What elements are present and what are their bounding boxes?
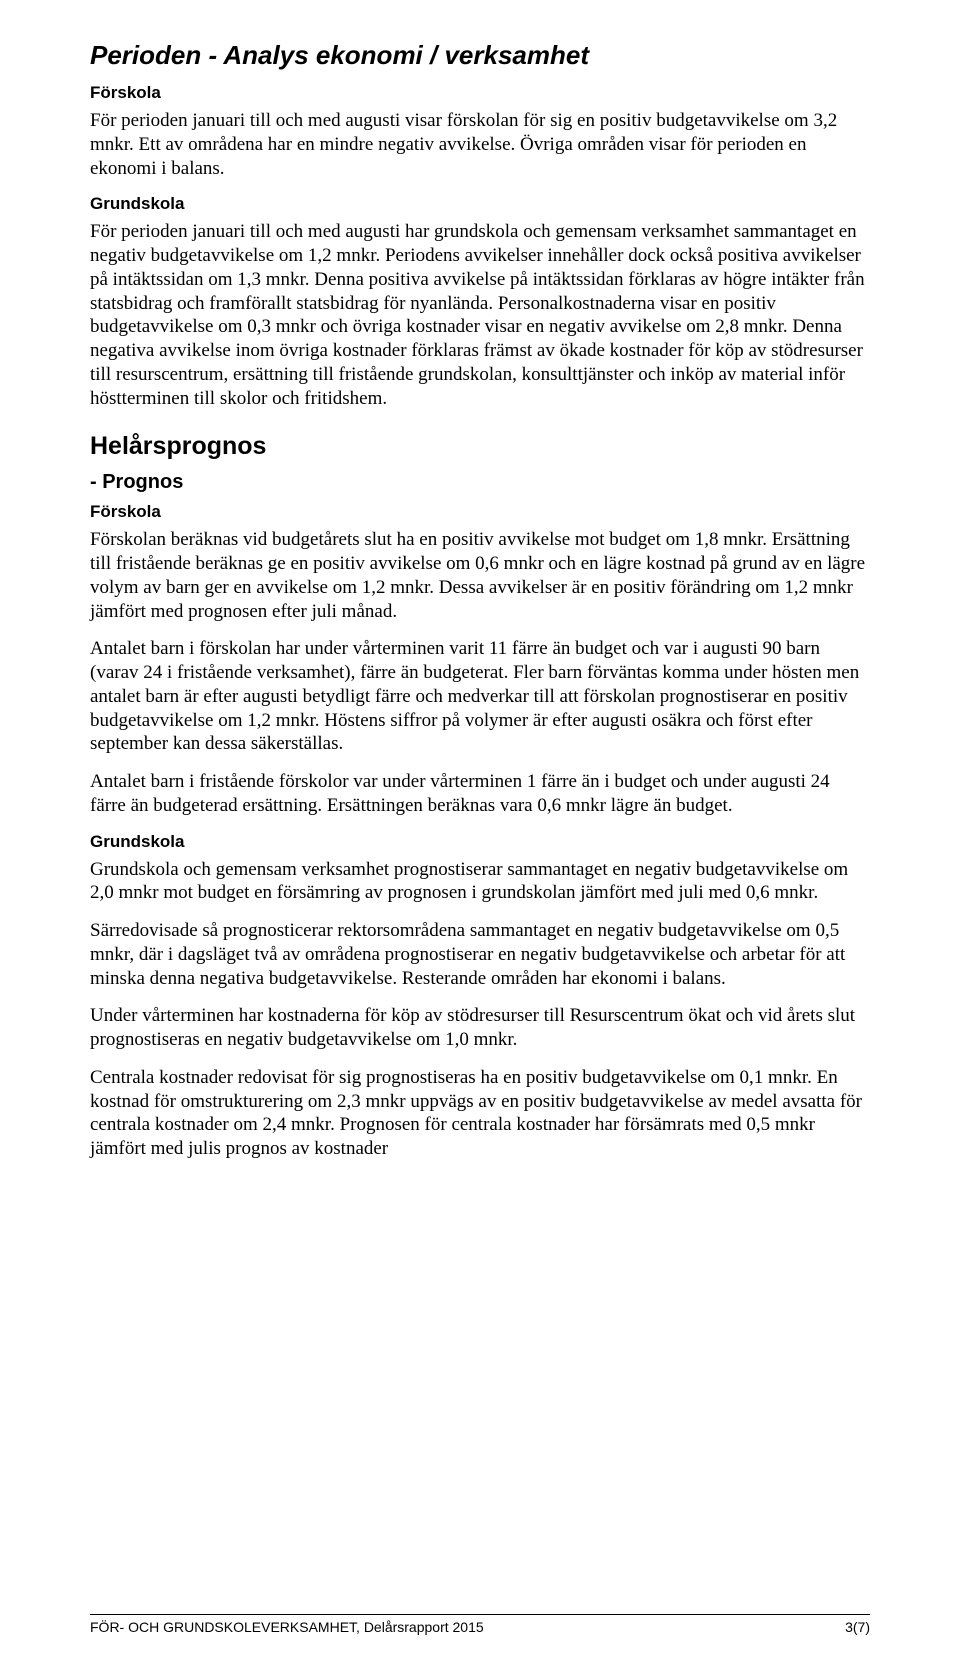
subheading-grundskola-1: Grundskola bbox=[90, 194, 870, 214]
subheading-prognos: - Prognos bbox=[90, 471, 870, 494]
subheading-forskola-2: Förskola bbox=[90, 502, 870, 522]
paragraph-forskola-prognos-3: Antalet barn i fristående förskolor var … bbox=[90, 770, 870, 818]
subheading-grundskola-2: Grundskola bbox=[90, 832, 870, 852]
section-heading-helarsprognos: Helårsprognos bbox=[90, 432, 870, 461]
footer-page-number: 3(7) bbox=[845, 1619, 870, 1635]
subheading-forskola-1: Förskola bbox=[90, 83, 870, 103]
paragraph-forskola-prognos-2: Antalet barn i förskolan har under vårte… bbox=[90, 637, 870, 756]
paragraph-grundskola-prognos-4: Centrala kostnader redovisat för sig pro… bbox=[90, 1066, 870, 1161]
page-footer: FÖR- OCH GRUNDSKOLEVERKSAMHET, Delårsrap… bbox=[90, 1614, 870, 1635]
paragraph-forskola-prognos-1: Förskolan beräknas vid budgetårets slut … bbox=[90, 528, 870, 623]
paragraph-grundskola-period: För perioden januari till och med august… bbox=[90, 220, 870, 410]
section-heading-perioden: Perioden - Analys ekonomi / verksamhet bbox=[90, 40, 870, 71]
document-page: Perioden - Analys ekonomi / verksamhet F… bbox=[0, 0, 960, 1667]
paragraph-grundskola-prognos-3: Under vårterminen har kostnaderna för kö… bbox=[90, 1004, 870, 1052]
footer-left-text: FÖR- OCH GRUNDSKOLEVERKSAMHET, Delårsrap… bbox=[90, 1619, 484, 1635]
paragraph-forskola-period: För perioden januari till och med august… bbox=[90, 109, 870, 180]
paragraph-grundskola-prognos-2: Särredovisade så prognosticerar rektorso… bbox=[90, 919, 870, 990]
paragraph-grundskola-prognos-1: Grundskola och gemensam verksamhet progn… bbox=[90, 858, 870, 906]
